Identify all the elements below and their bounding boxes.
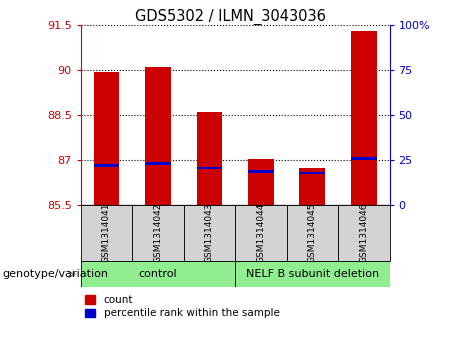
FancyBboxPatch shape — [132, 205, 183, 261]
Text: GSM1314046: GSM1314046 — [359, 203, 368, 264]
Text: NELF B subunit deletion: NELF B subunit deletion — [246, 269, 379, 280]
Bar — [145, 68, 171, 205]
Text: control: control — [139, 269, 177, 280]
Text: GSM1314041: GSM1314041 — [102, 203, 111, 264]
Text: GSM1314043: GSM1314043 — [205, 203, 214, 264]
Legend: count, percentile rank within the sample: count, percentile rank within the sample — [81, 291, 284, 323]
FancyBboxPatch shape — [183, 205, 235, 261]
Bar — [248, 170, 274, 173]
Bar — [196, 112, 222, 205]
FancyBboxPatch shape — [338, 205, 390, 261]
Bar — [94, 164, 119, 167]
Bar — [300, 168, 325, 205]
FancyBboxPatch shape — [235, 261, 390, 287]
Bar — [300, 172, 325, 174]
Text: genotype/variation: genotype/variation — [2, 269, 108, 280]
Bar — [351, 31, 377, 205]
Text: GSM1314045: GSM1314045 — [308, 203, 317, 264]
Bar — [94, 73, 119, 205]
FancyBboxPatch shape — [235, 205, 287, 261]
FancyBboxPatch shape — [81, 261, 235, 287]
Bar — [248, 159, 274, 205]
Bar — [145, 162, 171, 165]
Text: GDS5302 / ILMN_3043036: GDS5302 / ILMN_3043036 — [135, 9, 326, 25]
Bar — [351, 157, 377, 160]
FancyBboxPatch shape — [81, 205, 132, 261]
Text: GSM1314044: GSM1314044 — [256, 203, 266, 264]
Bar — [196, 167, 222, 169]
FancyBboxPatch shape — [287, 205, 338, 261]
Text: GSM1314042: GSM1314042 — [154, 203, 162, 264]
